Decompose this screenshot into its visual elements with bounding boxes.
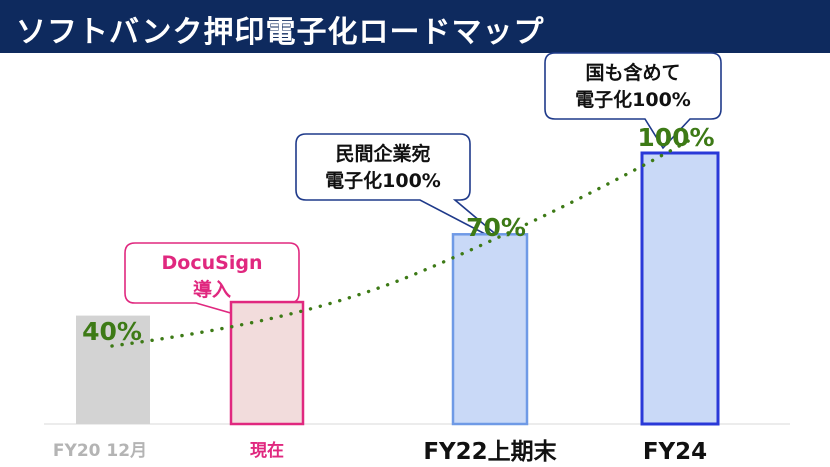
title-divider bbox=[0, 53, 830, 56]
callout-bubble bbox=[295, 133, 513, 249]
data-label: 70% bbox=[466, 213, 526, 242]
bar bbox=[229, 300, 305, 426]
callout-bubble bbox=[544, 52, 722, 150]
data-label: 100% bbox=[637, 123, 714, 152]
category-label: 現在 bbox=[250, 440, 284, 461]
title-bar bbox=[0, 0, 830, 53]
bar bbox=[451, 233, 529, 426]
callout-text: 電子化100% bbox=[575, 88, 691, 111]
callout-text: 民間企業宛 bbox=[335, 142, 430, 165]
bar bbox=[640, 151, 720, 426]
data-label: 40% bbox=[82, 317, 142, 346]
category-label: FY20 12月 bbox=[53, 441, 147, 461]
bar bbox=[76, 315, 150, 424]
callout-text: 電子化100% bbox=[325, 169, 441, 192]
callout-text: DocuSign bbox=[162, 252, 263, 274]
category-label: FY22上期末 bbox=[423, 439, 557, 465]
page-title: ソフトバンク押印電子化ロードマップ bbox=[16, 15, 545, 50]
callout-text: 国も含めて bbox=[585, 61, 680, 84]
callout-text: 導入 bbox=[193, 278, 231, 301]
category-label: FY24 bbox=[643, 439, 707, 465]
